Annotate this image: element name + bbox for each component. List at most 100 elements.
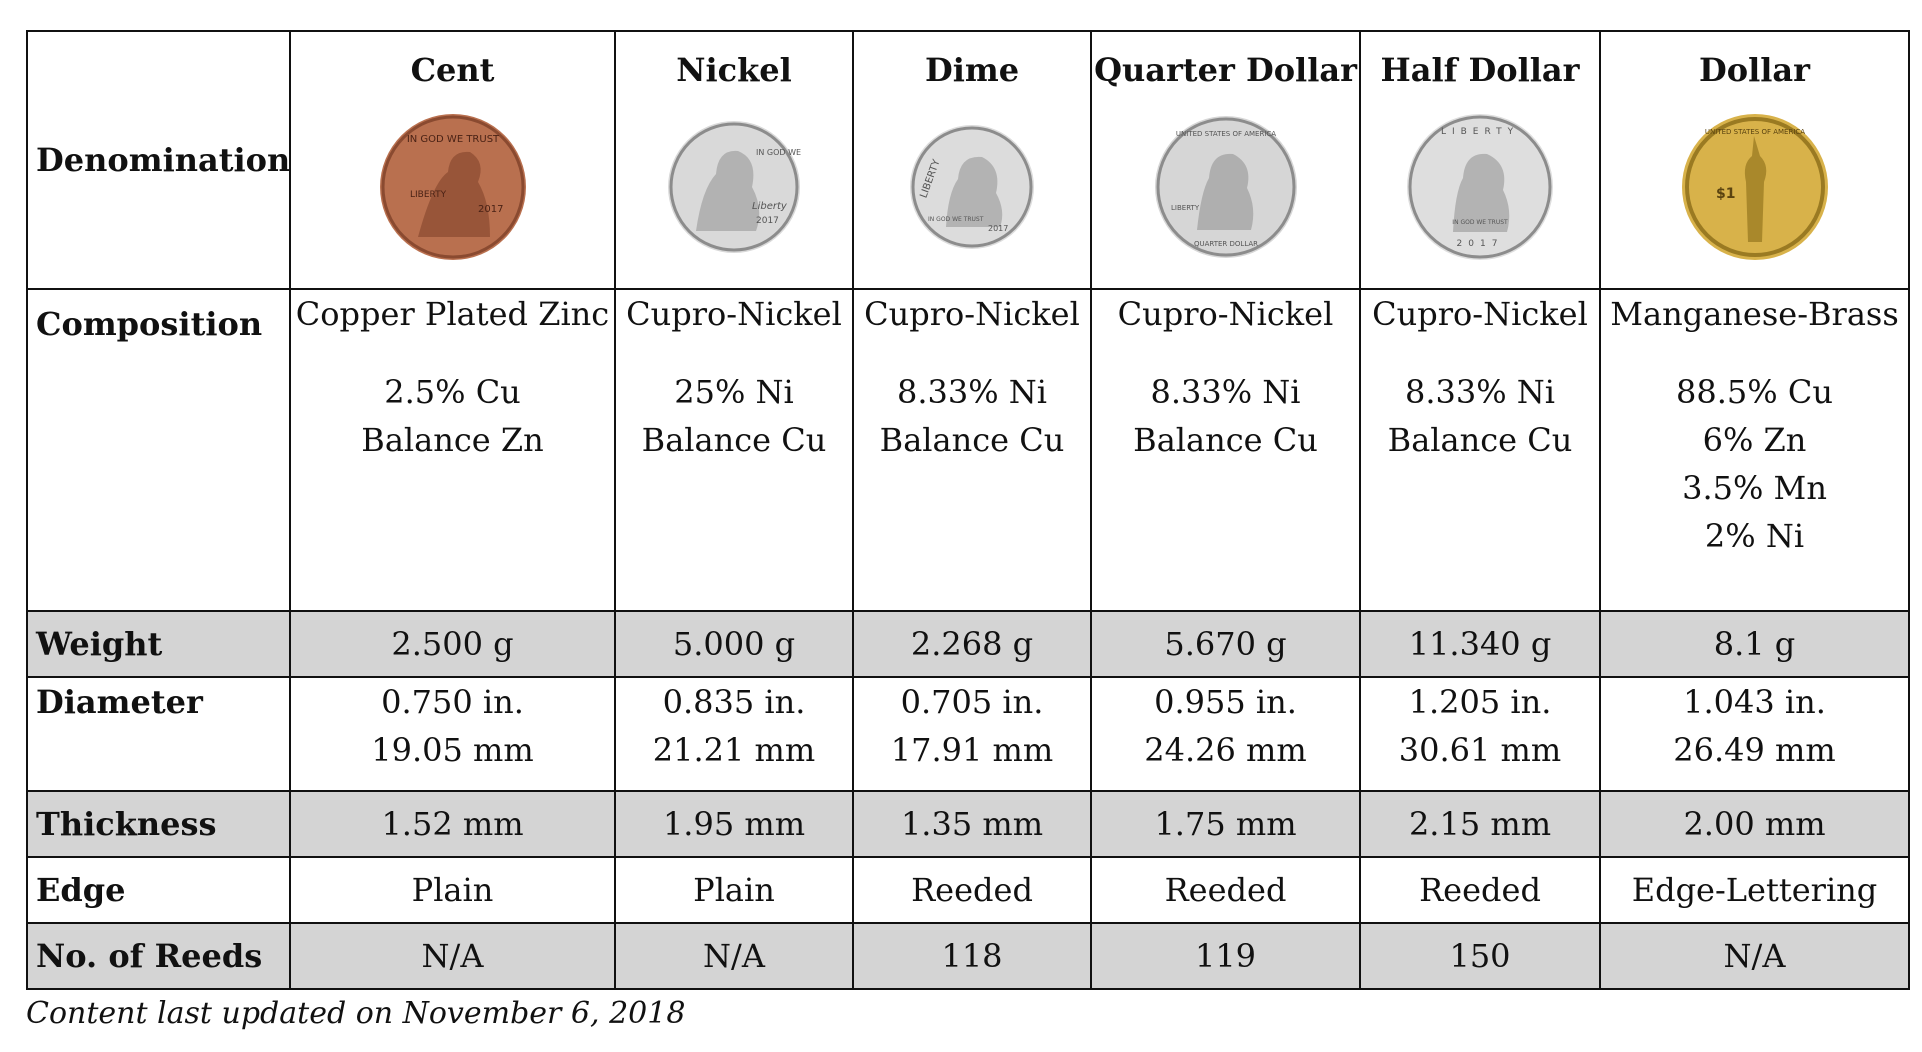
diameter-inches: 0.835 in.: [662, 683, 806, 721]
weight-cell: 2.500 g: [289, 610, 616, 678]
diameter-millimeters: 30.61 mm: [1398, 731, 1562, 769]
coin-motto: IN GOD WE TRUST: [756, 148, 802, 157]
weight-cell: 2.268 g: [852, 610, 1092, 678]
coin-rim: [669, 122, 799, 252]
coin-statue: [1744, 136, 1766, 242]
composition-line: Balance Cu: [1387, 421, 1573, 459]
row-label-thickness: Thickness: [26, 790, 291, 858]
thickness-cell: 2.15 mm: [1359, 790, 1601, 858]
composition-line: Balance Zn: [361, 421, 544, 459]
denomination-name: Quarter Dollar: [1094, 51, 1357, 89]
last-updated-note: Content last updated on November 6, 2018: [26, 996, 686, 1031]
coin-portrait: [946, 156, 1003, 227]
denomination-row: Denomination Cent IN GOD WE TRUST LIBERT…: [26, 30, 1910, 290]
coin-portrait: [417, 151, 490, 237]
row-label-weight: Weight: [26, 610, 291, 678]
coin-liberty: LIBERTY: [410, 190, 447, 200]
thickness-cell: 1.52 mm: [289, 790, 616, 858]
coin-motto: IN GOD WE TRUST: [928, 216, 984, 223]
denomination-name: Dollar: [1699, 51, 1810, 89]
composition-material: Cupro-Nickel: [1372, 295, 1588, 333]
edge-cell: Plain: [614, 856, 854, 924]
dollar-coin-icon: UNITED STATES OF AMERICA $1: [1681, 114, 1828, 260]
coin-rim: [911, 126, 1033, 248]
nickel-coin-icon: IN GOD WE TRUST Liberty 2017: [668, 121, 802, 253]
diameter-inches: 0.750 in.: [381, 683, 524, 721]
composition-material: Manganese-Brass: [1610, 295, 1899, 333]
edge-cell: Reeded: [1359, 856, 1601, 924]
composition-line: Balance Cu: [1133, 421, 1318, 459]
dime-coin-image: LIBERTY IN GOD WE TRUST 2017: [854, 94, 1090, 280]
coin-motto: IN GOD WE TRUST: [406, 134, 499, 145]
edge-cell: Plain: [289, 856, 616, 924]
coin-year: 2017: [478, 204, 503, 215]
weight-cell: 5.000 g: [614, 610, 854, 678]
thickness-cell: 1.75 mm: [1090, 790, 1361, 858]
composition-line: 6% Zn: [1702, 421, 1807, 459]
composition-line: 2% Ni: [1704, 517, 1805, 555]
row-label-diameter: Diameter: [26, 676, 291, 792]
diameter-cell: 1.205 in. 30.61 mm: [1359, 676, 1601, 792]
composition-line: 8.33% Ni: [1404, 373, 1556, 411]
coin-rim: [381, 115, 524, 259]
cent-coin-image: IN GOD WE TRUST LIBERTY 2017: [291, 94, 614, 280]
diameter-millimeters: 21.21 mm: [652, 731, 816, 769]
composition-line: 2.5% Cu: [384, 373, 521, 411]
diameter-inches: 0.705 in.: [900, 683, 1044, 721]
edge-cell: Reeded: [852, 856, 1092, 924]
coin-liberty: LIBERTY: [1171, 204, 1200, 212]
coin-denomination: QUARTER DOLLAR: [1193, 240, 1257, 248]
coin-cell: Half Dollar LIBERTY IN GOD WE TRUST 2017: [1359, 30, 1601, 290]
composition-material: Cupro-Nickel: [1117, 295, 1334, 333]
reeds-row: No. of Reeds N/A N/A 118 119 150 N/A: [26, 922, 1910, 990]
composition-line: 8.33% Ni: [896, 373, 1048, 411]
half-dollar-coin-image: LIBERTY IN GOD WE TRUST 2017: [1361, 94, 1599, 280]
diameter-row: Diameter 0.750 in. 19.05 mm 0.835 in. 21…: [26, 676, 1910, 792]
weight-cell: 5.670 g: [1090, 610, 1361, 678]
diameter-inches: 1.205 in.: [1408, 683, 1552, 721]
coin-portrait: [1196, 153, 1253, 230]
composition-line: 3.5% Mn: [1682, 469, 1827, 507]
composition-line: 8.33% Ni: [1150, 373, 1301, 411]
diameter-millimeters: 26.49 mm: [1673, 731, 1836, 769]
composition-line: Balance Cu: [641, 421, 827, 459]
denomination-name: Cent: [410, 51, 495, 89]
thickness-cell: 2.00 mm: [1599, 790, 1910, 858]
denomination-name: Nickel: [676, 51, 792, 89]
coin-portrait: [696, 150, 760, 231]
diameter-cell: 1.043 in. 26.49 mm: [1599, 676, 1910, 792]
row-label-composition: Composition: [26, 288, 291, 612]
composition-line: 88.5% Cu: [1676, 373, 1833, 411]
composition-material: Cupro-Nickel: [864, 295, 1080, 333]
composition-cell: Cupro-Nickel 8.33% Ni Balance Cu: [1090, 288, 1361, 612]
coin-specifications-table: Denomination Cent IN GOD WE TRUST LIBERT…: [26, 30, 1910, 990]
denomination-name: Half Dollar: [1380, 51, 1580, 89]
diameter-cell: 0.955 in. 24.26 mm: [1090, 676, 1361, 792]
thickness-row: Thickness 1.52 mm 1.95 mm 1.35 mm 1.75 m…: [26, 790, 1910, 858]
coin-country: UNITED STATES OF AMERICA: [1704, 128, 1804, 136]
quarter-coin-image: UNITED STATES OF AMERICA LIBERTY QUARTER…: [1092, 94, 1359, 280]
coin-year: 2017: [756, 216, 779, 226]
composition-row: Composition Copper Plated Zinc 2.5% Cu B…: [26, 288, 1910, 612]
coin-rim: [1408, 115, 1552, 259]
diameter-cell: 0.705 in. 17.91 mm: [852, 676, 1092, 792]
diameter-cell: 0.835 in. 21.21 mm: [614, 676, 854, 792]
coin-liberty: LIBERTY: [1441, 127, 1519, 137]
reeds-cell: 150: [1359, 922, 1601, 990]
row-label-reeds: No. of Reeds: [26, 922, 291, 990]
weight-row: Weight 2.500 g 5.000 g 2.268 g 5.670 g 1…: [26, 610, 1910, 678]
diameter-cell: 0.750 in. 19.05 mm: [289, 676, 616, 792]
composition-cell: Cupro-Nickel 25% Ni Balance Cu: [614, 288, 854, 612]
reeds-cell: 119: [1090, 922, 1361, 990]
nickel-coin-image: IN GOD WE TRUST Liberty 2017: [616, 94, 852, 280]
row-label-edge: Edge: [26, 856, 291, 924]
coin-cell: Dollar UNITED STATES OF AMERICA $1: [1599, 30, 1910, 290]
composition-cell: Copper Plated Zinc 2.5% Cu Balance Zn: [289, 288, 616, 612]
denomination-name: Dime: [924, 51, 1020, 89]
dollar-coin-image: UNITED STATES OF AMERICA $1: [1601, 94, 1908, 280]
weight-cell: 11.340 g: [1359, 610, 1601, 678]
thickness-cell: 1.95 mm: [614, 790, 854, 858]
coin-portrait: [1453, 153, 1510, 232]
composition-material: Cupro-Nickel: [626, 295, 842, 333]
composition-cell: Manganese-Brass 88.5% Cu 6% Zn 3.5% Mn 2…: [1599, 288, 1910, 612]
